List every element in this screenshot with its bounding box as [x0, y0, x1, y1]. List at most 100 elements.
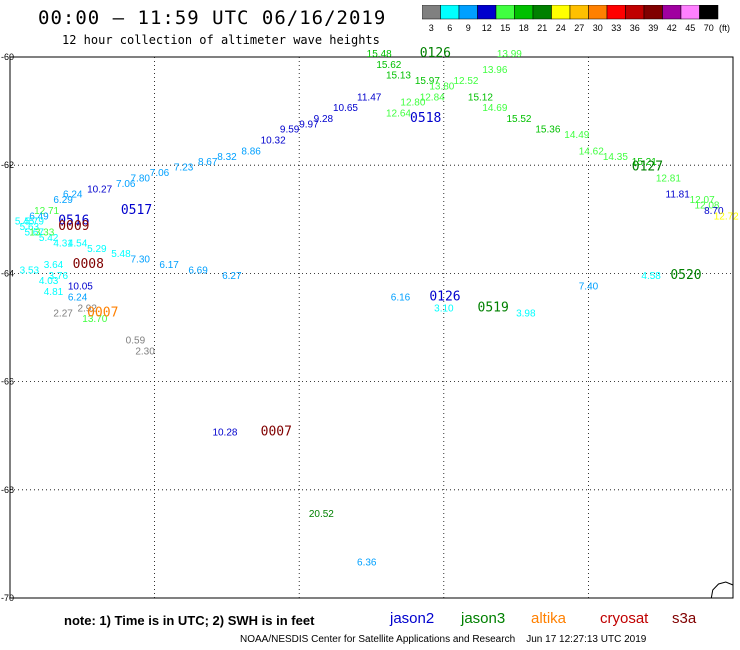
x-tick-label: -12 — [148, 604, 161, 605]
wave-height-point: 13.96 — [482, 65, 507, 76]
pass-time-label: 0518 — [410, 111, 441, 126]
wave-height-point: 10.27 — [87, 184, 112, 195]
wave-height-point: 8.32 — [217, 152, 237, 163]
legend-jason3: jason3 — [461, 610, 506, 627]
wave-height-point: 14.35 — [603, 152, 628, 163]
legend-jason2: jason2 — [390, 610, 435, 627]
wave-height-point: 7.23 — [174, 163, 194, 174]
color-scale-swatch — [699, 5, 719, 20]
y-tick-label: -62 — [1, 160, 14, 170]
wave-height-point: 3.76 — [49, 271, 69, 282]
pass-time-label: 0009 — [58, 219, 89, 234]
pass-time-label: 0007 — [87, 306, 118, 321]
wave-height-point: 8.70 — [704, 206, 724, 217]
wave-height-point: 5.79 — [24, 217, 44, 228]
wave-height-point: 9.59 — [280, 125, 300, 136]
footer: note: 1) Time is in UTC; 2) SWH is in fe… — [0, 605, 740, 650]
wave-height-point: 14.49 — [564, 130, 589, 141]
wave-height-point: 2.27 — [53, 309, 73, 320]
footer-note: note: 1) Time is in UTC; 2) SWH is in fe… — [64, 613, 315, 628]
wave-height-point: 12.84 — [420, 92, 445, 103]
x-tick-label: -9 — [295, 604, 303, 605]
x-tick-label: -15 — [3, 604, 16, 605]
color-scale-legend: 3 6 9 12 15 18 21 24 27 30 33 36 39 42 45 70 (ft) — [422, 5, 730, 33]
chart-title: 00:00 – 11:59 UTC 06/16/2019 — [38, 7, 387, 29]
wave-height-point: 10.28 — [212, 428, 237, 439]
color-scale-label: 33 — [611, 23, 621, 33]
wave-height-point: 0.59 — [126, 336, 146, 347]
wave-height-point: 9.97 — [299, 119, 319, 130]
wave-height-point: 4.54 — [68, 238, 88, 249]
wave-height-point: 4.81 — [44, 287, 64, 298]
color-scale-label: 3 — [429, 23, 434, 33]
color-scale-label: 12 — [482, 23, 492, 33]
wave-height-point: 11.47 — [357, 92, 382, 103]
wave-height-point: 15.12 — [468, 92, 493, 103]
wave-height-point: 15.13 — [386, 71, 411, 82]
y-tick-label: -60 — [1, 52, 14, 62]
wave-height-point: 13.99 — [497, 49, 522, 60]
wave-height-point: 6.27 — [222, 271, 242, 282]
wave-height-point: 12.64 — [386, 109, 411, 120]
wave-height-point: 6.17 — [159, 260, 179, 271]
color-scale-label: 70 — [704, 23, 714, 33]
y-tick-label: -64 — [1, 268, 14, 278]
x-tick-label: -6 — [440, 604, 448, 605]
wave-height-point: 10.32 — [261, 136, 286, 147]
color-scale-label: 36 — [630, 23, 640, 33]
wave-height-point: 12.81 — [656, 173, 681, 184]
x-tick-label: -3 — [584, 604, 592, 605]
wave-height-point: 15.21 — [632, 157, 657, 168]
color-scale-label: 21 — [537, 23, 547, 33]
color-scale-label: 24 — [556, 23, 566, 33]
legend-altika: altika — [531, 610, 567, 627]
color-scale-label: 6 — [447, 23, 452, 33]
wave-height-point: 3.53 — [20, 265, 40, 276]
color-scale-label: 18 — [519, 23, 529, 33]
y-tick-label: -66 — [1, 377, 14, 387]
wave-height-point: 12.52 — [453, 76, 478, 87]
chart-subtitle: 12 hour collection of altimeter wave hei… — [62, 33, 380, 47]
color-scale-label: 42 — [667, 23, 677, 33]
wave-height-point: 12.72 — [714, 211, 739, 222]
footer-credit: NOAA/NESDIS Center for Satellite Applica… — [240, 634, 647, 645]
y-tick-label: -68 — [1, 485, 14, 495]
wave-height-point: 5.63 — [20, 222, 40, 233]
wave-height-point: 7.06 — [116, 179, 136, 190]
wave-height-point: 5.42 — [39, 233, 59, 244]
wave-height-point: 4.03 — [39, 276, 59, 287]
color-scale-label: 30 — [593, 23, 603, 33]
wave-height-point: 6.69 — [188, 265, 208, 276]
wave-height-point: 5.45 — [15, 217, 35, 228]
wave-height-point: 5.48 — [111, 249, 131, 260]
color-scale-label: 15 — [500, 23, 510, 33]
wave-height-point: 6.24 — [63, 190, 83, 201]
color-scale-label: 39 — [648, 23, 658, 33]
wave-height-point: 12.80 — [400, 98, 425, 109]
wave-height-point: 14.69 — [482, 103, 507, 114]
wave-height-point: 15.48 — [367, 49, 392, 60]
wave-height-point: 7.80 — [131, 173, 151, 184]
wave-height-point: 15.62 — [376, 60, 401, 71]
wave-height-point: 7.30 — [131, 255, 151, 266]
wave-height-point: 8.86 — [241, 146, 261, 157]
pass-time-label: 0520 — [670, 268, 701, 283]
wave-height-point: 7.06 — [150, 168, 170, 179]
wave-height-point: 3.98 — [516, 309, 536, 320]
plot-frame — [9, 56, 734, 599]
wave-height-point: 2.92 — [77, 303, 97, 314]
wave-height-point: 2.30 — [135, 347, 155, 358]
color-scale-label: 27 — [574, 23, 584, 33]
wave-height-point: 3.10 — [434, 303, 454, 314]
color-scale-label: 9 — [466, 23, 471, 33]
coastline — [710, 581, 734, 599]
wave-height-point: 15.97 — [415, 76, 440, 87]
pass-time-label: 0008 — [73, 257, 104, 272]
wave-height-point: 10.05 — [68, 282, 93, 293]
wave-height-point: 13.70 — [82, 314, 107, 325]
pass-time-label: 0519 — [478, 300, 509, 315]
color-scale-label: 45 — [685, 23, 695, 33]
wave-height-point: 6.24 — [68, 292, 88, 303]
wave-height-point: 15.52 — [506, 114, 531, 125]
wave-height-point: 7.40 — [579, 282, 599, 293]
